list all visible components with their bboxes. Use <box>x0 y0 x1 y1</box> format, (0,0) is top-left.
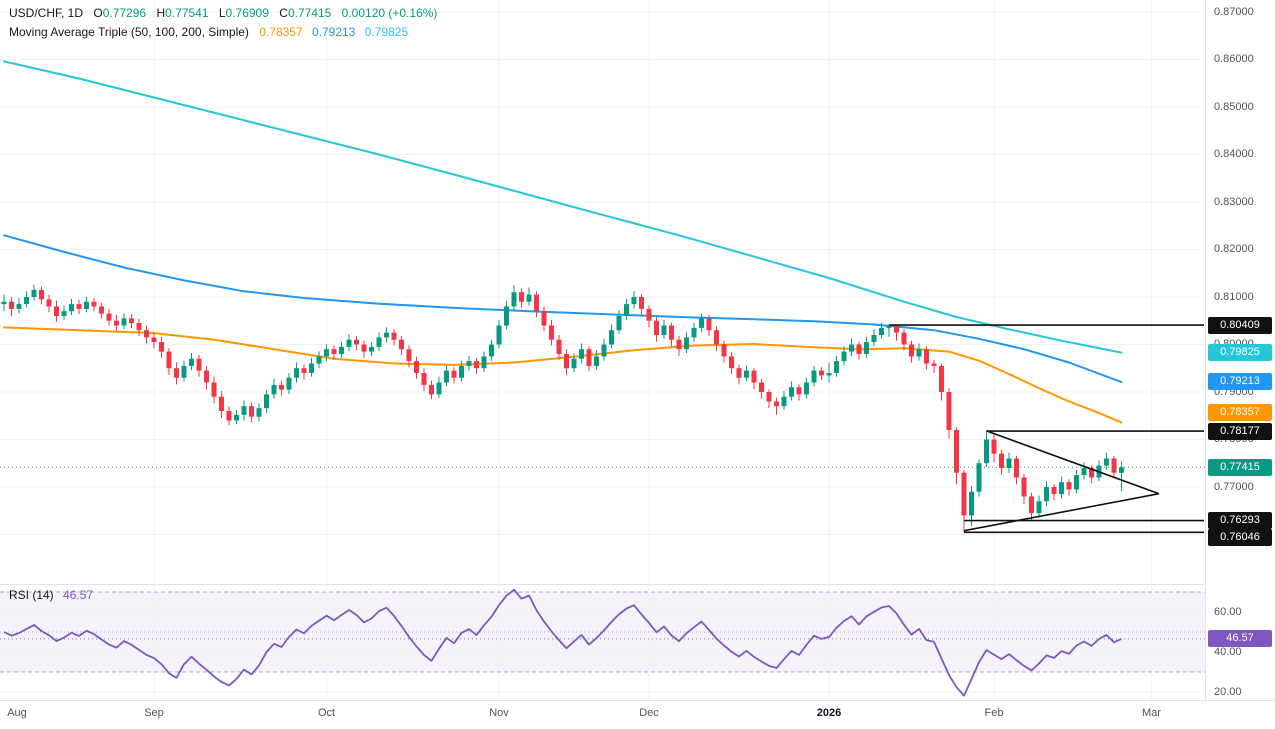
price-badge-0.79213: 0.79213 <box>1208 373 1272 391</box>
time-axis-label-Aug: Aug <box>7 707 27 719</box>
price-axis-label: 0.77000 <box>1214 480 1254 493</box>
high-value: 0.77541 <box>165 6 209 20</box>
price-axis-label: 0.85000 <box>1214 100 1254 113</box>
symbol-title: USD/CHF, 1D <box>9 6 84 20</box>
high-label: H <box>156 6 166 20</box>
open-label: O <box>93 6 103 20</box>
time-axis-label-Feb: Feb <box>984 707 1004 719</box>
rsi-axis-label: 20.00 <box>1214 685 1242 698</box>
rsi-value: 46.57 <box>63 588 94 602</box>
price-badge-0.77415: 0.77415 <box>1208 458 1272 476</box>
price-axis-label: 0.87000 <box>1214 5 1254 18</box>
rsi-legend[interactable]: RSI (14) 46.57 <box>9 588 93 602</box>
price-badge-0.80409: 0.80409 <box>1208 316 1272 334</box>
rsi-value-badge: 46.57 <box>1208 630 1272 648</box>
price-axis-label: 0.82000 <box>1214 243 1254 255</box>
ma-legend-row[interactable]: Moving Average Triple (50, 100, 200, Sim… <box>9 24 437 40</box>
time-axis[interactable]: Aug Sep Oct Nov Dec 2026 Feb Mar <box>0 700 1275 729</box>
ma50-value: 0.78357 <box>259 25 303 39</box>
rsi-axis-label: 40.00 <box>1214 645 1242 658</box>
time-axis-label-2026: 2026 <box>816 707 842 719</box>
time-axis-label-Nov: Nov <box>489 707 509 719</box>
close-value: 0.77415 <box>287 6 332 20</box>
rsi-chart-svg <box>0 585 1205 700</box>
price-badge-0.78357: 0.78357 <box>1208 404 1272 421</box>
time-axis-label-Oct: Oct <box>317 707 336 719</box>
candlestick-chart-svg <box>0 0 1205 584</box>
time-axis-label-Dec: Dec <box>639 707 659 719</box>
price-axis[interactable]: 0.87000 0.86000 0.85000 0.84000 0.83000 0.820… <box>1205 0 1275 700</box>
low-value: 0.76909 <box>225 6 269 20</box>
rsi-axis-label: 60.00 <box>1214 605 1242 618</box>
price-axis-label: 0.86000 <box>1214 53 1254 65</box>
change-value: 0.00120 (+0.16%) <box>341 6 438 20</box>
low-label: L <box>218 6 226 20</box>
price-axis-label: 0.81000 <box>1214 290 1254 303</box>
ma-indicator-title: Moving Average Triple (50, 100, 200, Sim… <box>9 25 249 39</box>
rsi-pane[interactable] <box>0 585 1205 700</box>
chart-legend: USD/CHF, 1D O0.77296 H0.77541 L0.76909 C… <box>9 5 437 43</box>
ma100-value: 0.79213 <box>312 25 356 39</box>
ma200-value: 0.79825 <box>364 25 409 39</box>
main-chart-pane[interactable] <box>0 0 1205 584</box>
price-axis-label: 0.84000 <box>1214 148 1254 160</box>
symbol-legend-row[interactable]: USD/CHF, 1D O0.77296 H0.77541 L0.76909 C… <box>9 5 437 21</box>
price-axis-label: 0.83000 <box>1214 195 1254 208</box>
price-badge-0.78177: 0.78177 <box>1208 422 1272 440</box>
time-axis-label-Mar: Mar <box>1142 707 1161 719</box>
price-badge-0.79825: 0.79825 <box>1208 344 1272 362</box>
rsi-indicator-title: RSI (14) <box>9 588 54 602</box>
price-badge-0.76293: 0.76293 <box>1208 512 1272 530</box>
pane-separator[interactable] <box>0 584 1205 585</box>
close-label: C <box>279 6 288 20</box>
price-badge-0.76046: 0.76046 <box>1208 528 1272 546</box>
open-value: 0.77296 <box>102 6 147 20</box>
time-axis-label-Sep: Sep <box>144 707 164 719</box>
